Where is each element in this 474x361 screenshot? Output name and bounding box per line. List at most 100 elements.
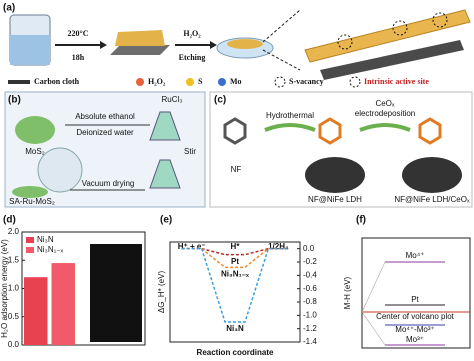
level-label: Mo⁴⁺-Mo³⁺ — [395, 325, 434, 334]
legend-swatch — [349, 76, 361, 88]
arrow-head — [100, 41, 107, 49]
panel-b: (b) MoS₂ Absolute ethanol Deionized wate… — [4, 91, 206, 208]
carbon-fiber — [320, 40, 464, 80]
y-tick-label: 0.0 — [8, 340, 20, 349]
legend-swatch — [136, 78, 144, 86]
y-tick-label: 1.5 — [8, 255, 20, 264]
y-axis-title: H₂O adsorption energy (eV) — [0, 239, 9, 338]
vacancy — [337, 34, 353, 50]
plot-frame — [169, 241, 301, 343]
energy-line — [181, 247, 289, 323]
x-tick-label: 1/2H₂ — [268, 242, 289, 251]
y-tick-label: 0.0 — [303, 244, 315, 253]
x-tick-label: H* — [231, 242, 241, 251]
charts: (d) 0.0 0.5 1.0 1.5 2.0 H₂O adsorption energy … — [0, 215, 317, 357]
vacancy — [432, 12, 448, 28]
legend-text: H₂O₂ — [148, 77, 166, 86]
connector — [361, 311, 386, 346]
step: Etching — [179, 53, 206, 62]
bar — [24, 277, 48, 345]
panel-f: (f) M-H (eV) Mo⁴⁺ Pt Center of volcano p… — [343, 215, 471, 349]
y-axis-title: ΔG_H* (eV) — [157, 271, 166, 314]
nf-lattice — [223, 117, 247, 145]
solution — [10, 35, 50, 65]
y-tick-label: -0.6 — [303, 284, 317, 293]
level-label: Mo³⁺ — [406, 335, 424, 344]
legend-swatch — [274, 76, 286, 88]
y-tick-label: 0.5 — [8, 312, 20, 321]
y-tick-label: -0.2 — [303, 257, 317, 266]
drying-label: Vacuum drying — [82, 179, 135, 188]
arrow — [359, 123, 411, 132]
product-label: NF@NiFe LDH — [308, 195, 362, 204]
stir-label: Stir — [184, 147, 196, 156]
panel-label: (a) — [3, 3, 15, 14]
cloth — [110, 45, 170, 55]
y-tick-label: -1.2 — [303, 324, 317, 333]
sample — [227, 39, 263, 49]
solvent: Absolute ethanol — [75, 112, 135, 121]
mos2-flakes — [15, 116, 55, 144]
series-label: Ni₃N — [226, 324, 244, 333]
x-axis-title: Reaction coordinate — [197, 348, 274, 357]
y-tick-label: -0.4 — [303, 270, 317, 279]
legend-swatch — [8, 80, 30, 84]
temperature: 220°C — [68, 29, 89, 38]
legend-swatch — [218, 78, 226, 86]
ceox-lattice — [418, 117, 442, 145]
flask — [149, 111, 181, 141]
level-label: Pt — [411, 295, 419, 304]
y-tick-label: 2.0 — [8, 227, 20, 236]
panel-label: (f) — [356, 215, 366, 226]
legend-text: Intrinsic active site — [364, 77, 429, 86]
legend-text: S-vacancy — [289, 77, 324, 86]
structure-model — [37, 147, 83, 193]
bar — [51, 263, 75, 345]
precursor: RuCl₃ — [161, 95, 182, 104]
solvent: Deionized water — [76, 128, 134, 137]
y-tick-label: -1.0 — [303, 310, 317, 319]
arrow — [264, 123, 316, 132]
legend-text: Carbon cloth — [34, 77, 80, 86]
product-flakes — [12, 186, 48, 198]
nanosheets — [115, 30, 165, 46]
ldh-lattice — [318, 117, 342, 145]
panel-c: (c) NF Hydrothermal NF@NiFe LDH CeOₓ ele… — [209, 91, 473, 208]
arrow-head — [210, 41, 217, 49]
product-label: SA-Ru-MoS₂ — [9, 197, 55, 206]
frame — [361, 237, 471, 349]
ldh-zoom — [305, 157, 365, 193]
legend-swatch — [186, 78, 194, 86]
series-label: Ni₃N₁₋ₓ — [221, 269, 249, 278]
level-label: Mo⁴⁺ — [406, 251, 425, 260]
zoom-line — [262, 49, 301, 71]
series-label: Pt — [231, 257, 239, 266]
legend-text: Mo — [230, 77, 242, 86]
reagent-label: CeOₓ — [375, 99, 394, 108]
y-tick-label: -1.4 — [303, 337, 317, 346]
legend-swatch — [26, 247, 34, 253]
vacancy — [392, 20, 408, 36]
y-axis-title: M-H (eV) — [343, 276, 352, 309]
panel-label: (b) — [8, 95, 21, 106]
step-label: electrodeposition — [355, 109, 415, 118]
reagent: H₂O₂ — [183, 29, 201, 38]
substrate-label: NF — [231, 165, 242, 174]
legend-text: S — [198, 77, 203, 86]
level-label: Center of volcano plot — [376, 312, 455, 321]
connector — [361, 261, 386, 313]
product-label: NF@NiFe LDH/CeOₓ — [394, 195, 470, 204]
flask — [149, 159, 181, 189]
inset-image — [90, 244, 142, 342]
ceox-zoom — [402, 157, 462, 193]
panel-a: (a) 220°C 18h H₂O₂ Etching Carbon cloth … — [3, 3, 471, 88]
legend-text: Ni₃N₁₋ₓ — [37, 245, 64, 254]
panel-label: (d) — [3, 215, 16, 226]
time: 18h — [72, 53, 85, 62]
start-label: MoS₂ — [25, 147, 45, 156]
annotation: Vₙ — [100, 295, 109, 304]
panel-label: (e) — [160, 215, 172, 226]
legend-swatch — [26, 237, 34, 243]
y-tick-label: 1.0 — [8, 284, 20, 293]
